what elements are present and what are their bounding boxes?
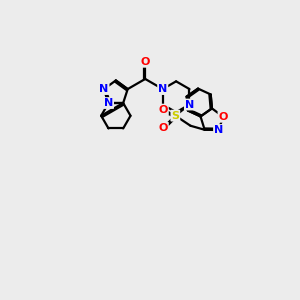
Text: S: S: [171, 111, 179, 121]
Text: N: N: [158, 84, 167, 94]
Text: O: O: [158, 105, 168, 115]
Text: N: N: [185, 100, 194, 110]
Text: O: O: [218, 112, 228, 122]
Text: N: N: [214, 125, 223, 135]
Text: N: N: [104, 98, 113, 108]
Text: O: O: [140, 57, 150, 67]
Text: O: O: [158, 123, 168, 133]
Text: N: N: [99, 84, 109, 94]
